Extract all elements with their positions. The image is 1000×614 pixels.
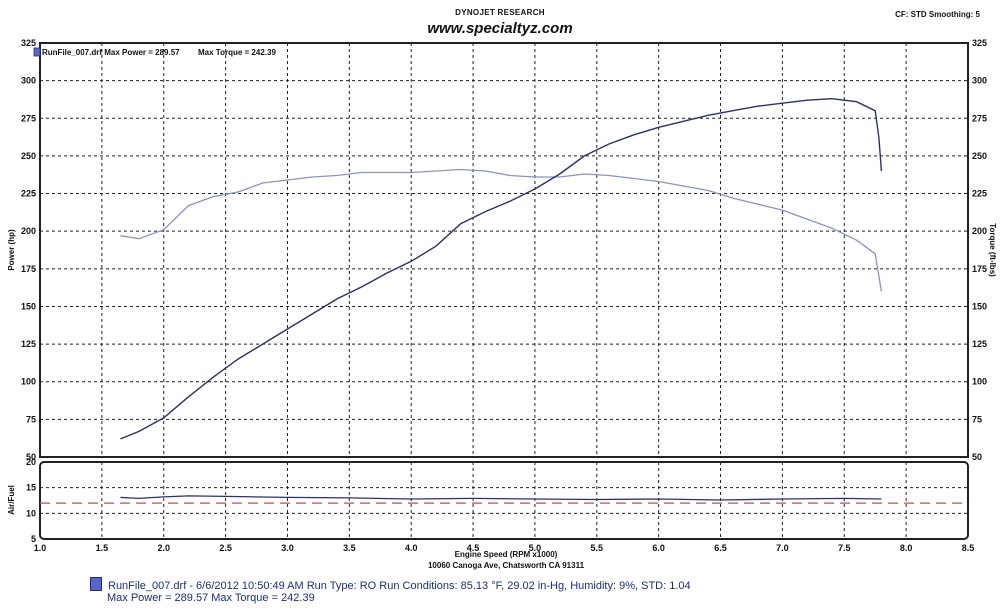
power-curve	[120, 97, 883, 440]
afr-plot-frame	[39, 461, 969, 540]
x-axis-subtitle: 10060 Canoga Ave, Chatsworth CA 91311	[428, 561, 585, 570]
x-tick-label: 7.5	[838, 543, 851, 553]
series-layer	[40, 97, 968, 504]
x-tick-label: 1.0	[34, 543, 47, 553]
x-tick-label: 1.5	[96, 543, 109, 553]
y-axis-label-torque: Torque (ft-lbs)	[988, 223, 997, 277]
y-tick-label-left: 125	[21, 339, 36, 349]
y-tick-label-left: 300	[21, 76, 36, 86]
y-tick-label-right: 200	[972, 226, 987, 236]
run-info: RunFile_007.drf - 6/6/2012 10:50:49 AM R…	[90, 577, 691, 604]
run-info-text: RunFile_007.drf - 6/6/2012 10:50:49 AM R…	[108, 580, 691, 592]
legend-swatch	[33, 47, 41, 57]
run-swatch	[90, 577, 102, 591]
y-tick-label-right: 175	[972, 264, 987, 274]
tick-layer: 1.0 1.5 2.0 2.5 3.0 3.5 4.0 4.5 5.0 5.5 6.0 6.5 7.0 7…	[21, 38, 987, 553]
x-tick-label: 5.5	[591, 543, 604, 553]
y-tick-label-right: 225	[972, 189, 987, 199]
main-grid	[40, 43, 968, 457]
y-tick-label-right: 75	[972, 414, 982, 424]
legend: RunFile_007.drf Max Power = 289.57 Max T…	[33, 47, 276, 57]
torque-curve	[120, 168, 883, 292]
y-tick-label-left: 150	[21, 301, 36, 311]
x-tick-label: 2.5	[219, 543, 232, 553]
afr-y-tick-label: 10	[26, 508, 36, 518]
dyno-chart: 1.0 1.5 2.0 2.5 3.0 3.5 4.0 4.5 5.0 5.5 6.0 6.5 7.0 7…	[7, 38, 997, 570]
run-info-line1: RunFile_007.drf - 6/6/2012 10:50:49 AM R…	[90, 577, 691, 592]
website-label: www.specialtyz.com	[427, 20, 573, 37]
x-tick-label: 3.5	[343, 543, 356, 553]
settings-label: CF: STD Smoothing: 5	[895, 10, 980, 19]
chart-title: DYNOJET RESEARCH	[455, 8, 545, 17]
y-tick-label-right: 275	[972, 113, 987, 123]
y-tick-label-left: 225	[21, 189, 36, 199]
y-tick-label-right: 150	[972, 301, 987, 311]
afr-y-tick-label: 20	[26, 457, 36, 467]
x-tick-label: 4.0	[405, 543, 418, 553]
y-tick-label-right: 50	[972, 452, 982, 462]
y-tick-label-left: 175	[21, 264, 36, 274]
x-tick-label: 3.0	[281, 543, 294, 553]
y-axis-label-afr: Air/Fuel	[7, 485, 16, 515]
y-tick-label-right: 300	[972, 76, 987, 86]
y-tick-label-right: 250	[972, 151, 987, 161]
x-tick-label: 2.0	[157, 543, 170, 553]
y-tick-label-left: 100	[21, 377, 36, 387]
y-axis-label-power: Power (hp)	[7, 229, 16, 271]
y-tick-label-left: 275	[21, 113, 36, 123]
y-tick-label-left: 50	[26, 452, 36, 462]
x-axis-label: Engine Speed (RPM x1000)	[455, 550, 558, 559]
afr-grid	[40, 462, 968, 539]
legend-torque: Max Torque = 242.39	[198, 48, 276, 57]
x-tick-label: 8.5	[962, 543, 975, 553]
y-tick-label-left: 250	[21, 151, 36, 161]
y-tick-label-right: 325	[972, 38, 987, 48]
y-tick-label-left: 75	[26, 414, 36, 424]
x-tick-label: 7.0	[776, 543, 789, 553]
x-tick-label: 4.5	[467, 543, 480, 553]
afr-y-tick-label: 15	[26, 483, 36, 493]
y-tick-label-right: 100	[972, 377, 987, 387]
y-tick-label-left: 325	[21, 38, 36, 48]
x-tick-label: 8.0	[900, 543, 913, 553]
x-tick-label: 5.0	[529, 543, 542, 553]
y-tick-label-right: 125	[972, 339, 987, 349]
x-tick-label: 6.0	[652, 543, 665, 553]
main-plot-frame	[39, 42, 969, 458]
y-tick-label-left: 200	[21, 226, 36, 236]
afr-curve	[120, 495, 882, 501]
run-info-line2: Max Power = 289.57 Max Torque = 242.39	[107, 592, 315, 604]
x-tick-label: 6.5	[714, 543, 727, 553]
legend-run: RunFile_007.drf Max Power = 289.57	[42, 48, 180, 57]
afr-y-tick-label: 5	[31, 534, 36, 544]
